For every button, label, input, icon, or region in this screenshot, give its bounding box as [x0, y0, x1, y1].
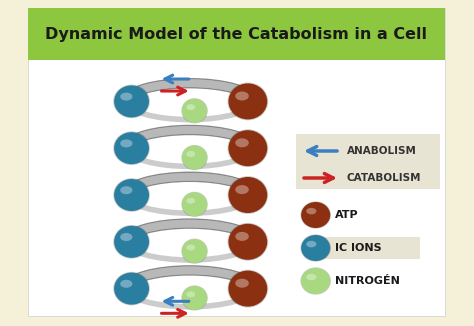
Ellipse shape — [301, 235, 330, 261]
Ellipse shape — [301, 267, 331, 295]
Ellipse shape — [182, 98, 208, 123]
Ellipse shape — [113, 131, 150, 165]
Ellipse shape — [120, 233, 132, 241]
Ellipse shape — [228, 82, 268, 120]
Ellipse shape — [228, 223, 268, 261]
Ellipse shape — [235, 232, 249, 241]
Ellipse shape — [301, 268, 330, 294]
Ellipse shape — [182, 192, 208, 217]
Ellipse shape — [113, 225, 150, 259]
Ellipse shape — [301, 234, 331, 262]
Ellipse shape — [228, 129, 268, 167]
Ellipse shape — [186, 151, 195, 157]
Ellipse shape — [182, 99, 207, 123]
Ellipse shape — [228, 177, 267, 213]
Ellipse shape — [228, 271, 267, 306]
Ellipse shape — [120, 93, 132, 101]
Ellipse shape — [186, 104, 195, 110]
Text: IC IONS: IC IONS — [335, 243, 382, 253]
Ellipse shape — [114, 132, 149, 164]
Ellipse shape — [235, 185, 249, 194]
Ellipse shape — [306, 241, 317, 247]
Ellipse shape — [228, 176, 268, 214]
Ellipse shape — [114, 273, 149, 304]
Ellipse shape — [113, 272, 150, 305]
Ellipse shape — [306, 274, 317, 280]
Ellipse shape — [182, 285, 208, 311]
Ellipse shape — [235, 92, 249, 100]
Ellipse shape — [186, 198, 195, 204]
Ellipse shape — [182, 146, 207, 170]
Ellipse shape — [120, 280, 132, 288]
Text: ANABOLISM: ANABOLISM — [346, 146, 417, 156]
Ellipse shape — [228, 224, 267, 260]
Ellipse shape — [120, 140, 132, 147]
Text: ATP: ATP — [335, 210, 359, 220]
Ellipse shape — [228, 270, 268, 307]
Ellipse shape — [235, 279, 249, 288]
Ellipse shape — [114, 179, 149, 211]
Text: CATABOLISM: CATABOLISM — [346, 173, 421, 183]
Ellipse shape — [120, 186, 132, 194]
Ellipse shape — [114, 85, 149, 117]
Ellipse shape — [301, 201, 331, 229]
Ellipse shape — [186, 244, 195, 251]
Text: Dynamic Model of the Catabolism in a Cell: Dynamic Model of the Catabolism in a Cel… — [45, 27, 427, 42]
Ellipse shape — [182, 192, 207, 216]
Ellipse shape — [186, 291, 195, 297]
Bar — [323, 237, 420, 259]
Ellipse shape — [182, 239, 208, 264]
Ellipse shape — [301, 202, 330, 228]
Ellipse shape — [182, 286, 207, 310]
Ellipse shape — [306, 208, 317, 215]
FancyBboxPatch shape — [28, 8, 445, 316]
Ellipse shape — [228, 83, 267, 119]
Text: NITROGÉN: NITROGÉN — [335, 276, 400, 286]
Ellipse shape — [228, 130, 267, 166]
Ellipse shape — [182, 145, 208, 170]
Ellipse shape — [113, 178, 150, 212]
Ellipse shape — [182, 239, 207, 263]
Bar — [28, 8, 445, 60]
Ellipse shape — [235, 138, 249, 147]
Ellipse shape — [113, 85, 150, 118]
Ellipse shape — [114, 226, 149, 258]
Bar — [296, 134, 440, 189]
